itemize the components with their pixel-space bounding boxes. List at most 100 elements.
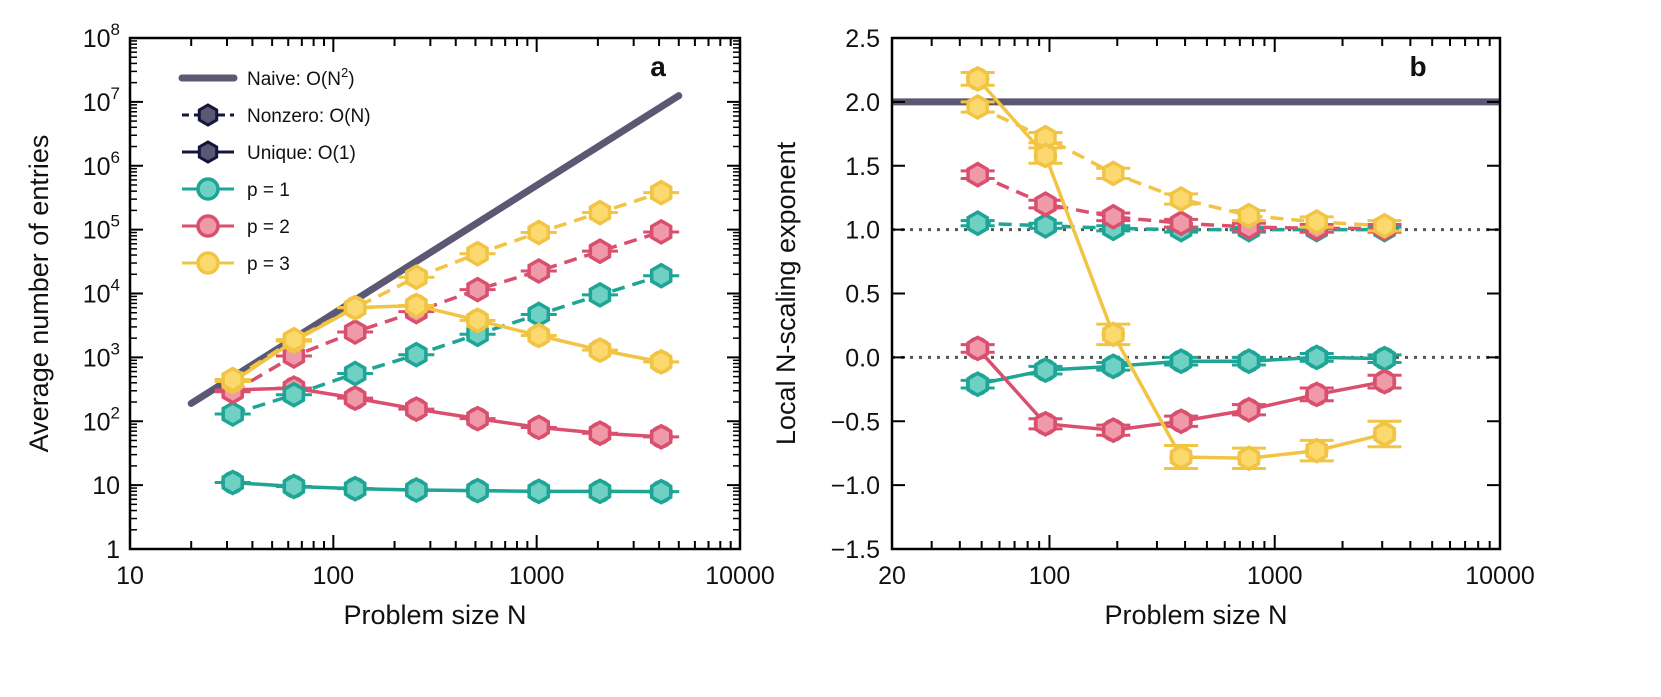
data-point-hexagon — [343, 318, 367, 346]
legend-label-tail: ) — [348, 69, 354, 90]
y-tick-label: 2.0 — [845, 89, 880, 117]
legend-entry: Nonzero: O(N) — [182, 103, 371, 127]
legend-label-text: Unique: O(1) — [247, 143, 356, 164]
series-p-1-nonzero — [214, 262, 680, 428]
legend-circle-swatch — [196, 214, 220, 238]
data-point-hexagon — [1102, 160, 1125, 187]
y-tick-label: 0.5 — [845, 281, 880, 309]
data-point-hexagon — [966, 93, 989, 121]
y-tick-label: 106 — [83, 148, 120, 181]
x-tick-label: 10000 — [1465, 562, 1535, 590]
y-tick-label: −1.0 — [831, 472, 880, 500]
data-point-hexagon — [1305, 437, 1328, 464]
data-point-hexagon — [405, 341, 428, 368]
data-point-hexagon — [1237, 396, 1261, 423]
legend-circle-swatch — [196, 251, 220, 275]
y-tick-label: −0.5 — [831, 408, 880, 436]
y-tick-label: 1.0 — [845, 217, 880, 245]
data-point-hexagon — [282, 381, 306, 408]
data-point-hexagon — [649, 478, 673, 505]
data-point-hexagon — [588, 478, 612, 505]
data-point-hexagon — [1305, 208, 1328, 236]
legend-label-text: p = 1 — [247, 180, 290, 201]
data-point-hexagon — [1169, 443, 1193, 471]
legend-entry: Naive: O(N2) — [178, 65, 355, 90]
y-tick-exponent: 3 — [111, 339, 120, 358]
y-tick-exponent: 5 — [111, 212, 120, 231]
y-axis-title: Local N-scaling exponent — [771, 141, 801, 445]
data-point-hexagon — [649, 262, 673, 289]
data-point-hexagon — [221, 469, 244, 496]
y-tick-label: 105 — [83, 212, 120, 245]
y-tick-label: 0.0 — [845, 344, 880, 372]
data-point-hexagon — [527, 257, 551, 285]
data-point-hexagon — [1034, 410, 1057, 437]
y-tick-base: 10 — [83, 408, 111, 436]
y-tick-exponent: 4 — [111, 276, 120, 295]
y-tick-base: 10 — [92, 472, 120, 500]
panel-a: 10 100 1000 10000110102103104105106107108Pr… — [24, 20, 775, 630]
legend-label-superscript: 2 — [341, 65, 348, 80]
data-point-hexagon — [466, 276, 489, 303]
data-point-hexagon — [1034, 142, 1057, 169]
data-point-hexagon — [1237, 202, 1261, 229]
x-tick-label: 10000 — [705, 562, 775, 590]
y-tick-base: 10 — [83, 89, 111, 117]
data-point-hexagon — [966, 161, 989, 188]
y-axis-title: Average number of entries — [24, 135, 54, 453]
legend: Naive: O(N2) Nonzero: O(N) Unique: O(1) p =… — [178, 65, 371, 275]
data-point-hexagon — [527, 219, 551, 246]
data-point-hexagon — [1237, 348, 1261, 375]
y-tick-base: 10 — [83, 25, 111, 53]
data-point-hexagon — [466, 240, 489, 267]
y-tick-exponent: 6 — [111, 148, 120, 167]
x-tick-label: 10 — [116, 562, 144, 590]
y-tick-exponent: 7 — [111, 84, 120, 103]
legend-label: Nonzero: O(N) — [247, 106, 371, 127]
x-axis-title: Problem size N — [343, 600, 526, 630]
data-point-hexagon — [221, 400, 244, 428]
x-tick-label: 20 — [878, 562, 906, 590]
y-tick-base: 10 — [83, 281, 111, 309]
data-point-hexagon — [405, 292, 428, 319]
data-point-hexagon — [649, 348, 673, 375]
legend-entry: Unique: O(1) — [182, 140, 356, 164]
series-p-2-nonzero — [214, 218, 680, 405]
legend-label: p = 3 — [247, 254, 290, 275]
data-point-hexagon — [1373, 420, 1396, 448]
panel-b: 20 100 1000 10000 2.5 2.0 1.5 1.0 0.5 0.0 −0.5 −1.0… — [771, 25, 1535, 630]
data-point-hexagon — [966, 335, 989, 362]
legend-hexagon-swatch — [197, 103, 219, 127]
data-point-hexagon — [405, 396, 428, 423]
legend-label: p = 1 — [247, 180, 290, 201]
data-point-hexagon — [1305, 344, 1328, 371]
y-tick-label: 1.5 — [845, 153, 880, 181]
data-point-hexagon — [1237, 445, 1261, 472]
data-point-hexagon — [343, 475, 367, 502]
data-point-hexagon — [1102, 353, 1125, 380]
data-point-hexagon — [466, 307, 489, 334]
data-point-hexagon — [466, 405, 489, 432]
data-point-hexagon — [221, 366, 244, 393]
x-axis-title: Problem size N — [1104, 600, 1287, 630]
series-p-1-unique — [960, 344, 1402, 398]
data-point-hexagon — [1373, 345, 1396, 372]
data-point-hexagon — [1169, 408, 1193, 435]
data-point-hexagon — [282, 326, 306, 353]
data-point-hexagon — [1305, 381, 1328, 408]
data-point-hexagon — [649, 179, 673, 206]
data-point-hexagon — [527, 414, 551, 441]
data-point-hexagon — [966, 371, 989, 398]
data-point-hexagon — [649, 423, 673, 450]
data-point-hexagon — [1034, 357, 1057, 384]
data-point-hexagon — [527, 301, 551, 328]
data-point-hexagon — [343, 294, 367, 321]
legend-label-text: Naive: O(N — [247, 69, 341, 90]
data-point-hexagon — [588, 337, 612, 364]
data-point-hexagon — [466, 477, 489, 504]
x-tick-label: 100 — [312, 562, 354, 590]
data-point-hexagon — [282, 473, 306, 500]
legend-label-text: p = 3 — [247, 254, 290, 275]
data-point-hexagon — [588, 281, 612, 308]
x-tick-label: 1000 — [509, 562, 565, 590]
